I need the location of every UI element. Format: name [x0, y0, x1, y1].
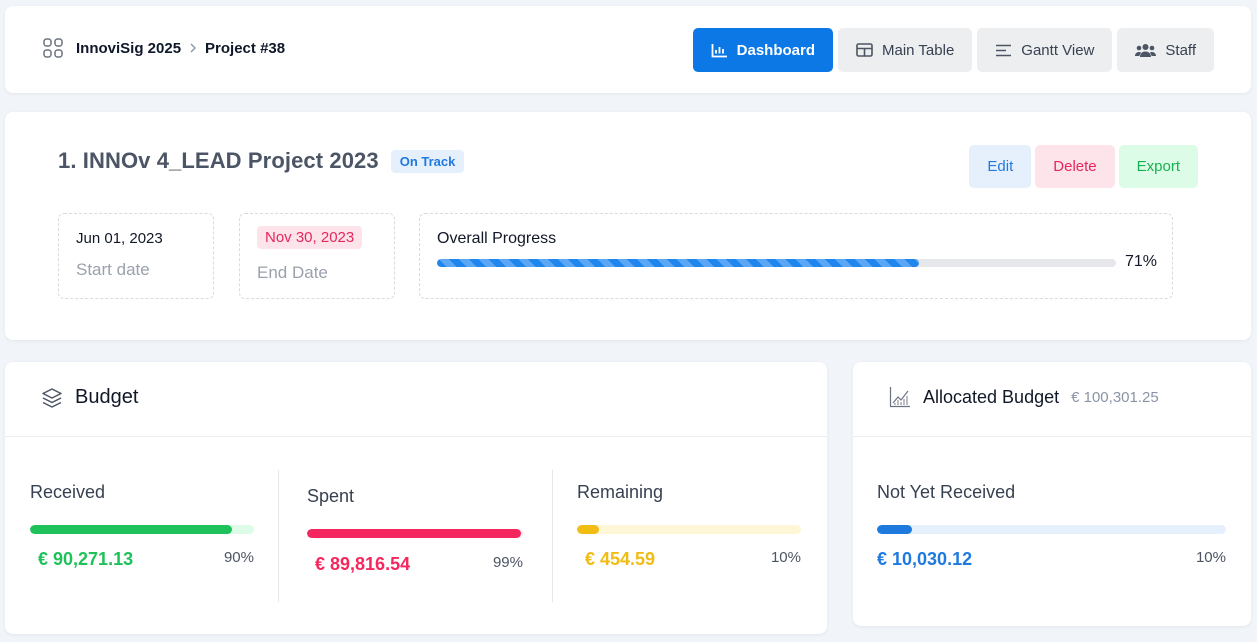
allocated-title: Allocated Budget — [923, 386, 1060, 407]
not-yet-received-percent: 10% — [1195, 549, 1226, 566]
not-yet-received-label: Not Yet Received — [877, 482, 1016, 502]
lines-icon — [995, 44, 1012, 57]
progress-bar — [437, 259, 1116, 267]
tab-staff[interactable]: Staff — [1117, 28, 1214, 72]
tab-gantt-view[interactable]: Gantt View — [977, 28, 1113, 72]
tab-label: Main Table — [882, 41, 955, 59]
budget-remaining: Remaining € 454.59 10% — [577, 470, 801, 602]
project-summary-card: 1. INNOv 4_LEAD Project 2023 On Track Ed… — [5, 112, 1251, 340]
allocated-header: Allocated Budget € 100,301.25 — [889, 386, 1159, 408]
end-date-box: Nov 30, 2023 End Date — [239, 213, 395, 299]
progress-percent: 71% — [1125, 253, 1158, 270]
layers-icon — [41, 387, 63, 409]
budget-card: Budget Received € 90,271.13 90% Spent € … — [5, 362, 827, 634]
delete-button[interactable]: Delete — [1035, 145, 1115, 188]
remaining-bar — [577, 525, 801, 534]
received-percent: 90% — [223, 549, 254, 566]
allocated-budget-card: Allocated Budget € 100,301.25 Not Yet Re… — [853, 362, 1251, 626]
start-date-box: Jun 01, 2023 Start date — [58, 213, 214, 299]
tab-label: Staff — [1165, 41, 1196, 59]
start-date-label: Start date — [76, 260, 150, 279]
view-tabs: Dashboard Main Table Gantt View — [688, 28, 1214, 72]
spent-percent: 99% — [492, 554, 523, 571]
progress-label: Overall Progress — [437, 230, 557, 247]
remaining-bar-fill — [577, 525, 600, 534]
tab-label: Dashboard — [736, 41, 816, 59]
breadcrumb: InnoviSig 2025 Project #38 — [42, 37, 285, 59]
divider — [5, 436, 827, 437]
budget-header: Budget — [41, 386, 138, 409]
spent-bar-fill — [307, 529, 521, 538]
chevron-right-icon — [189, 43, 197, 53]
allocated-not-yet-received: Not Yet Received € 10,030.12 10% — [877, 470, 1226, 602]
project-header: 1. INNOv 4_LEAD Project 2023 On Track — [58, 148, 465, 174]
budget-spent: Spent € 89,816.54 99% — [307, 470, 523, 602]
remaining-amount: € 454.59 — [585, 549, 656, 569]
received-amount: € 90,271.13 — [38, 549, 134, 569]
bar-chart-icon — [711, 43, 728, 58]
project-actions: Edit Delete Export — [965, 145, 1198, 188]
allocated-total: € 100,301.25 — [1071, 388, 1159, 406]
not-yet-received-bar-fill — [877, 525, 912, 534]
spent-amount: € 89,816.54 — [315, 554, 411, 574]
users-icon — [1135, 43, 1157, 58]
overall-progress-box: Overall Progress 71% — [419, 213, 1173, 299]
start-date-value: Jun 01, 2023 — [76, 230, 163, 247]
line-chart-icon — [889, 386, 911, 408]
app-grid-icon — [42, 37, 64, 59]
progress-bar-fill — [437, 259, 920, 267]
spent-bar — [307, 529, 523, 538]
received-label: Received — [30, 482, 106, 502]
breadcrumb-current: Project #38 — [205, 39, 286, 57]
spent-label: Spent — [307, 486, 355, 506]
export-button[interactable]: Export — [1118, 145, 1198, 188]
divider — [853, 436, 1251, 437]
page-title: 1. INNOv 4_LEAD Project 2023 — [58, 148, 379, 173]
status-badge: On Track — [390, 149, 465, 173]
end-date-label: End Date — [257, 263, 328, 282]
divider — [278, 470, 279, 602]
tab-label: Gantt View — [1021, 41, 1095, 59]
remaining-percent: 10% — [770, 549, 801, 566]
received-bar-fill — [30, 525, 232, 534]
table-icon — [856, 43, 873, 57]
tab-main-table[interactable]: Main Table — [838, 28, 973, 72]
tab-dashboard[interactable]: Dashboard — [692, 28, 834, 72]
budget-title: Budget — [75, 386, 139, 408]
remaining-label: Remaining — [577, 482, 664, 502]
end-date-value: Nov 30, 2023 — [257, 226, 363, 249]
received-bar — [30, 525, 254, 534]
breadcrumb-app-link[interactable]: InnoviSig 2025 — [76, 39, 182, 57]
not-yet-received-bar — [877, 525, 1226, 534]
not-yet-received-amount: € 10,030.12 — [877, 549, 973, 569]
edit-button[interactable]: Edit — [969, 145, 1032, 188]
divider — [552, 470, 553, 602]
top-bar: InnoviSig 2025 Project #38 Dashboard Mai… — [5, 6, 1251, 93]
budget-received: Received € 90,271.13 90% — [30, 470, 254, 602]
